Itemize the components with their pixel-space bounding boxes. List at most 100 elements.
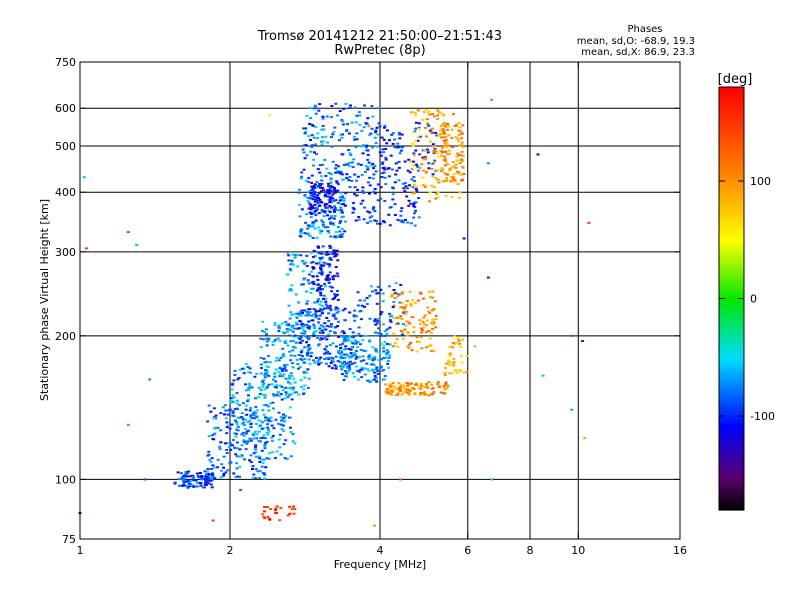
colorbar-cell bbox=[719, 369, 744, 373]
data-point bbox=[341, 335, 345, 338]
data-point bbox=[336, 310, 340, 313]
data-point bbox=[438, 129, 442, 132]
data-point bbox=[343, 360, 347, 363]
data-point bbox=[235, 462, 239, 465]
data-point bbox=[267, 374, 271, 377]
data-point bbox=[303, 332, 307, 335]
data-point bbox=[454, 163, 458, 166]
data-point bbox=[397, 160, 401, 163]
data-point bbox=[299, 379, 303, 382]
data-point bbox=[302, 127, 306, 130]
data-point bbox=[288, 393, 292, 396]
data-point bbox=[225, 448, 229, 451]
data-point bbox=[328, 352, 332, 355]
data-point bbox=[376, 133, 380, 136]
data-point bbox=[333, 186, 337, 189]
data-point bbox=[305, 354, 309, 357]
data-point bbox=[233, 373, 237, 376]
data-point bbox=[412, 152, 416, 155]
data-point bbox=[390, 295, 394, 298]
data-point bbox=[328, 304, 332, 307]
data-point bbox=[409, 222, 413, 225]
data-point bbox=[312, 307, 316, 310]
data-point bbox=[374, 170, 378, 173]
data-point bbox=[327, 312, 331, 315]
data-point bbox=[291, 324, 295, 327]
colorbar-cell bbox=[719, 498, 744, 502]
data-point bbox=[309, 251, 313, 254]
data-point bbox=[410, 388, 414, 391]
data-point bbox=[319, 324, 323, 327]
data-point bbox=[257, 419, 261, 422]
data-point bbox=[288, 512, 292, 515]
data-point bbox=[312, 151, 316, 154]
data-point bbox=[235, 421, 239, 424]
data-point bbox=[216, 426, 220, 429]
data-point bbox=[213, 427, 217, 430]
data-point bbox=[342, 202, 346, 205]
data-point bbox=[444, 194, 448, 197]
data-point bbox=[259, 346, 263, 349]
data-point bbox=[262, 357, 266, 360]
data-point bbox=[375, 350, 379, 353]
data-point bbox=[314, 219, 318, 222]
data-point bbox=[350, 179, 354, 182]
data-point bbox=[319, 184, 323, 187]
data-point bbox=[324, 206, 328, 209]
data-point bbox=[349, 348, 353, 351]
data-point bbox=[248, 437, 252, 440]
data-point bbox=[328, 197, 332, 200]
data-point bbox=[324, 303, 328, 306]
data-point bbox=[354, 121, 358, 124]
data-point bbox=[263, 505, 267, 508]
data-point bbox=[282, 416, 286, 419]
data-point bbox=[375, 380, 379, 383]
data-point bbox=[414, 114, 418, 117]
data-point bbox=[411, 142, 415, 145]
data-point bbox=[280, 368, 284, 371]
data-point bbox=[126, 231, 130, 234]
data-point bbox=[267, 337, 271, 340]
data-point bbox=[375, 366, 379, 369]
data-point bbox=[362, 144, 366, 147]
data-point bbox=[460, 158, 464, 161]
data-point bbox=[280, 419, 284, 422]
data-point bbox=[388, 315, 392, 318]
data-point bbox=[176, 471, 180, 474]
data-point bbox=[429, 331, 433, 334]
data-point bbox=[420, 391, 424, 394]
data-point bbox=[283, 340, 287, 343]
data-point bbox=[405, 381, 409, 384]
data-point bbox=[303, 194, 307, 197]
data-point bbox=[375, 145, 379, 148]
data-point bbox=[430, 127, 434, 130]
data-point bbox=[430, 184, 434, 187]
data-point bbox=[327, 171, 331, 174]
data-point bbox=[361, 355, 365, 358]
data-point bbox=[417, 386, 421, 389]
data-point bbox=[454, 369, 458, 372]
data-point bbox=[343, 230, 347, 233]
data-point bbox=[410, 178, 414, 181]
data-point bbox=[328, 285, 332, 288]
data-point bbox=[328, 186, 332, 189]
data-point bbox=[399, 214, 403, 217]
data-point bbox=[419, 392, 423, 395]
data-point bbox=[382, 171, 386, 174]
data-point bbox=[297, 327, 301, 330]
data-point bbox=[321, 186, 325, 189]
colorbar-cell bbox=[719, 243, 744, 247]
data-point bbox=[422, 385, 426, 388]
data-point bbox=[325, 192, 329, 195]
data-point bbox=[323, 352, 327, 355]
data-point bbox=[410, 168, 414, 171]
data-point bbox=[300, 208, 304, 211]
data-point bbox=[419, 384, 423, 387]
data-point bbox=[299, 254, 303, 257]
data-point bbox=[329, 184, 333, 187]
colorbar-cell bbox=[719, 108, 744, 112]
data-point bbox=[335, 230, 339, 233]
data-point bbox=[253, 430, 257, 433]
colorbar-cell bbox=[719, 384, 744, 388]
data-point bbox=[486, 276, 490, 279]
